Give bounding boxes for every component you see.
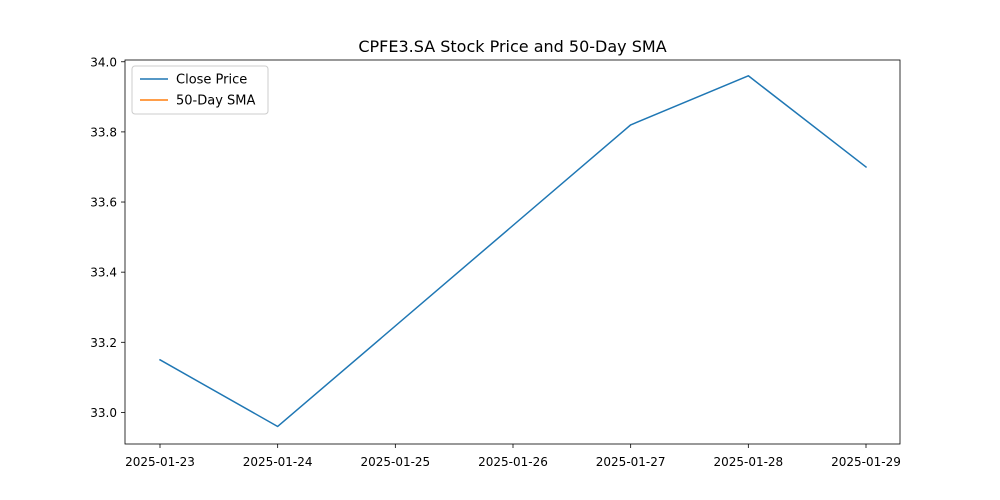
y-tick-label: 33.0 (90, 406, 117, 420)
x-tick-label: 2025-01-27 (596, 455, 666, 469)
series-layer (158, 75, 868, 428)
y-tick-label: 34.0 (90, 55, 117, 69)
legend-label: Close Price (176, 73, 247, 88)
x-tick-label: 2025-01-25 (360, 455, 430, 469)
legend-label: 50-Day SMA (176, 94, 256, 109)
legend-box (131, 65, 269, 115)
x-tick-label: 2025-01-26 (478, 455, 548, 469)
x-tick-label: 2025-01-24 (243, 455, 313, 469)
y-tick-label: 33.6 (90, 196, 117, 210)
plot-area (125, 60, 900, 444)
x-tick-label: 2025-01-29 (831, 455, 901, 469)
chart-title: CPFE3.SA Stock Price and 50-Day SMA (358, 37, 666, 56)
legend: Close Price 50-Day SMA (131, 65, 269, 115)
y-tick-label: 33.4 (90, 266, 117, 280)
x-tick-label: 2025-01-28 (713, 455, 783, 469)
y-tick-label: 33.2 (90, 336, 117, 350)
axes-layer: 2025-01-23 2025-01-24 2025-01-25 2025-01-26… (90, 55, 901, 469)
axes-frame (124, 59, 901, 445)
y-tick-label: 33.8 (90, 125, 117, 139)
plot-background (125, 60, 900, 444)
series-line-0 (158, 75, 868, 428)
x-tick-label: 2025-01-23 (125, 455, 195, 469)
